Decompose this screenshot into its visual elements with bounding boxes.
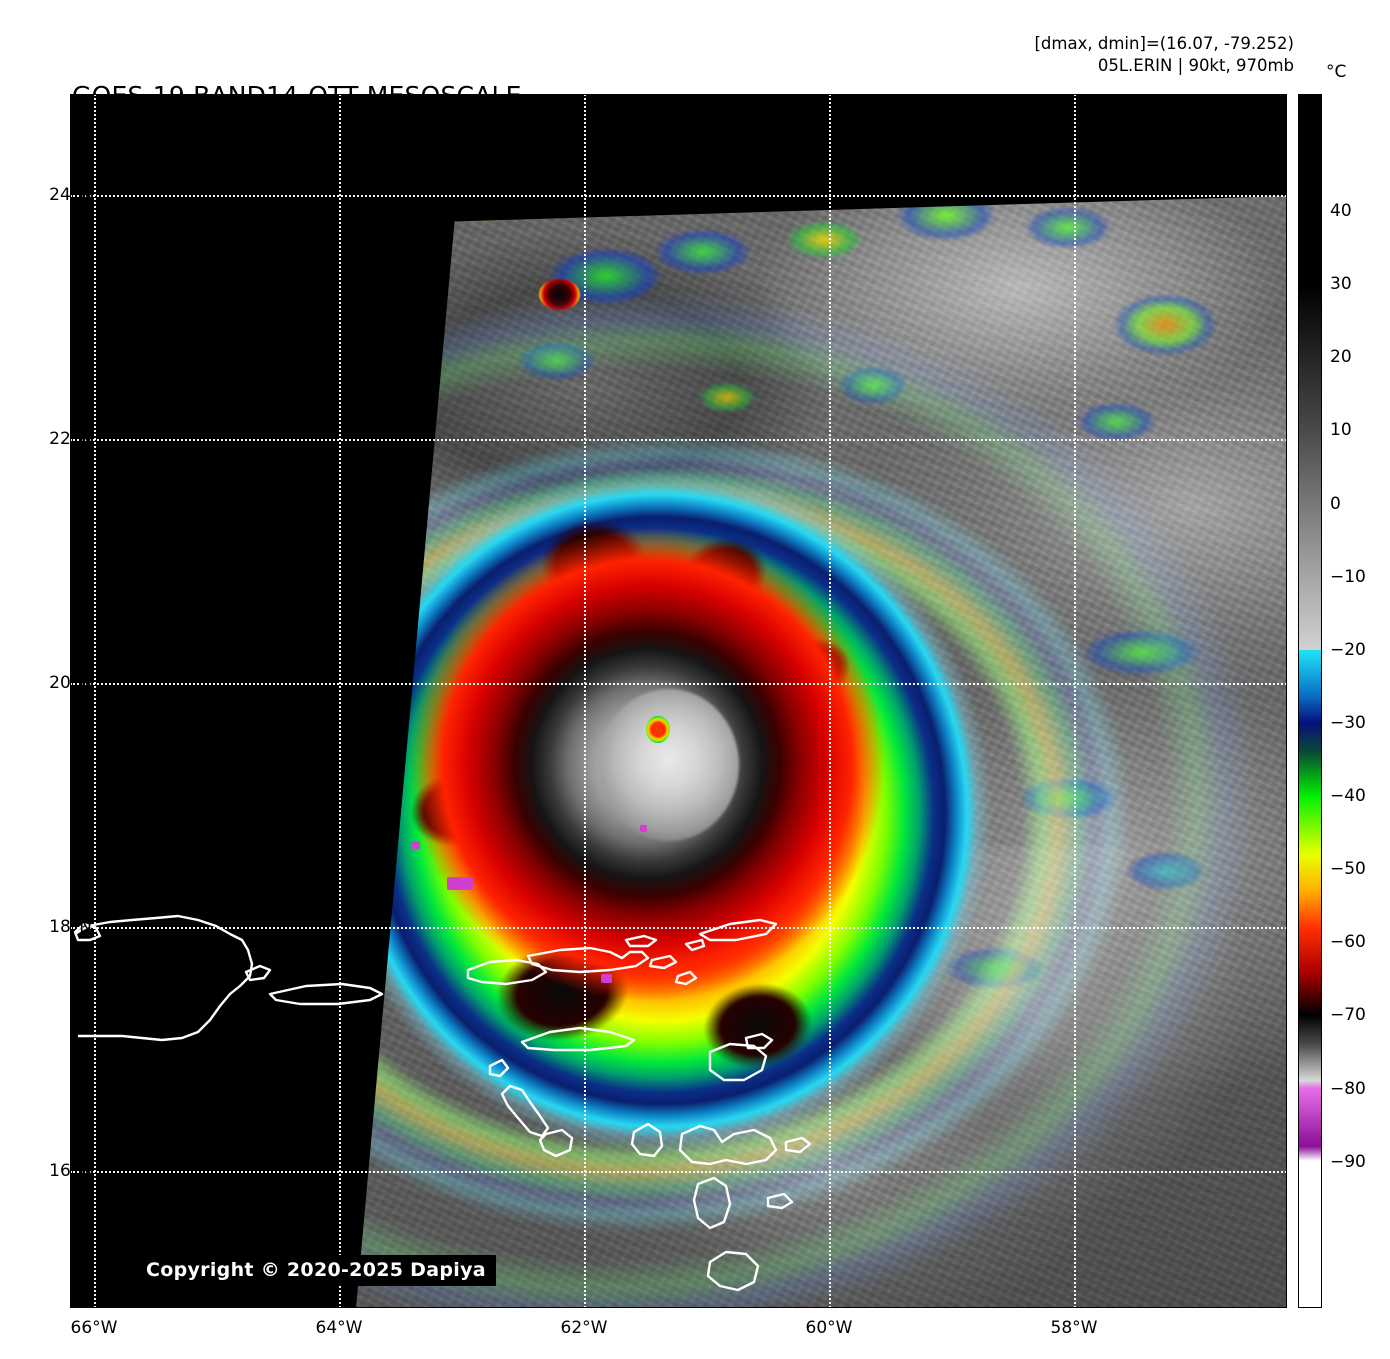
copyright-notice: Copyright © 2020-2025 Dapiya — [136, 1255, 496, 1286]
colorbar-tick-pos20: 20 — [1330, 347, 1352, 368]
colorbar-tick-neg30: −30 — [1330, 712, 1366, 733]
cold-pixel-marker — [447, 877, 474, 891]
colorbar-tick-neg20: −20 — [1330, 639, 1366, 660]
colorbar-tick-neg90: −90 — [1330, 1151, 1366, 1172]
xtick-label-66w: 66°W — [70, 1318, 118, 1338]
xtick-label-58w: 58°W — [1050, 1318, 1098, 1338]
colorbar-tick-pos10: 10 — [1330, 420, 1352, 441]
colorbar-gradient — [1299, 95, 1321, 1307]
data-range-label: [dmax, dmin]=(16.07, -79.252) — [1034, 34, 1295, 53]
colorbar-tick-neg70: −70 — [1330, 1005, 1366, 1026]
xtick-label-64w: 64°W — [315, 1318, 363, 1338]
temperature-colorbar[interactable] — [1298, 94, 1322, 1308]
colorbar-tick-pos0: 0 — [1330, 493, 1341, 514]
cold-pixel-marker — [410, 840, 420, 849]
colorbar-tick-neg80: −80 — [1330, 1078, 1366, 1099]
ytick-label-16n: 16°N — [49, 1161, 92, 1181]
colorbar-tick-neg40: −40 — [1330, 786, 1366, 807]
colorbar-tick-pos40: 40 — [1330, 201, 1352, 221]
colorbar-tick-neg50: −50 — [1330, 859, 1366, 880]
satellite-image-plot: Copyright © 2020-2025 Dapiya — [70, 94, 1287, 1308]
colorbar-tick-neg10: −10 — [1330, 566, 1366, 587]
swath-clip-region — [355, 195, 1287, 1308]
cold-pixel-marker — [600, 974, 612, 984]
xtick-label-60w: 60°W — [805, 1318, 853, 1338]
colorbar-unit-label: °C — [1326, 62, 1347, 82]
ytick-label-20n: 20°N — [49, 673, 92, 693]
storm-info-label: 05L.ERIN | 90kt, 970mb — [1097, 56, 1294, 75]
cold-pixel-marker — [639, 824, 647, 832]
eye-center-hotspot — [645, 715, 670, 744]
ytick-label-22n: 22°N — [49, 429, 92, 449]
xtick-label-62w: 62°W — [560, 1318, 608, 1338]
ytick-label-24n: 24°N — [49, 185, 92, 205]
colorbar-tick-pos30: 30 — [1330, 274, 1352, 295]
metadata-block: [dmax, dmin]=(16.07, -79.252) 05L.ERIN |… — [1035, 33, 1295, 77]
storm-eye — [599, 688, 740, 841]
colorbar-tick-neg60: −60 — [1330, 932, 1366, 953]
ytick-label-18n: 18°N — [49, 917, 92, 937]
satellite-swath — [70, 94, 1287, 1308]
